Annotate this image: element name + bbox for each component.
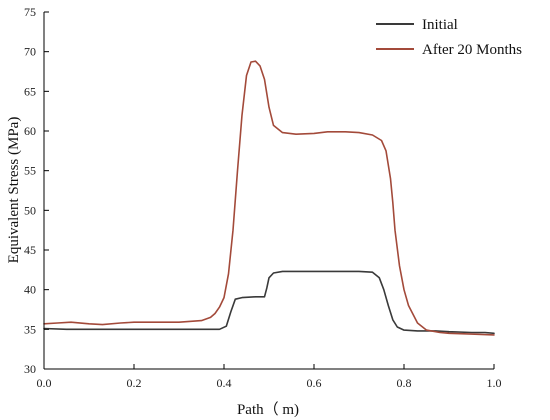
y-tick-label: 50 <box>24 203 36 217</box>
y-tick-label: 40 <box>24 283 36 297</box>
x-tick-label: 0.8 <box>397 376 412 390</box>
x-tick-label: 0.4 <box>217 376 232 390</box>
legend: Initial After 20 Months <box>376 17 522 58</box>
y-tick-label: 45 <box>24 243 36 257</box>
x-tick-label: 0.6 <box>307 376 322 390</box>
y-tick-label: 35 <box>24 322 36 336</box>
y-tick-label: 75 <box>24 5 36 19</box>
x-tick-label: 1.0 <box>487 376 502 390</box>
x-tick-label: 0.2 <box>127 376 142 390</box>
x-ticks: 0.0 0.2 0.4 0.6 0.8 1.0 <box>37 364 502 390</box>
y-tick-label: 65 <box>24 84 36 98</box>
series-line-initial <box>43 270 495 335</box>
series-lines <box>43 60 495 336</box>
x-tick-label: 0.0 <box>37 376 52 390</box>
legend-label-after-20-months: After 20 Months <box>422 42 522 58</box>
series-line-after-20-months <box>43 60 495 336</box>
axes <box>43 12 494 370</box>
legend-label-initial: Initial <box>422 17 458 33</box>
y-tick-label: 60 <box>24 124 36 138</box>
y-tick-label: 55 <box>24 164 36 178</box>
y-ticks: 30 35 40 45 50 55 60 65 70 75 <box>24 5 49 376</box>
y-axis-title: Equivalent Stress (MPa) <box>6 117 22 264</box>
y-tick-label: 70 <box>24 45 36 59</box>
y-tick-label: 30 <box>24 362 36 376</box>
x-axis-title: Path（ m) <box>237 401 299 418</box>
